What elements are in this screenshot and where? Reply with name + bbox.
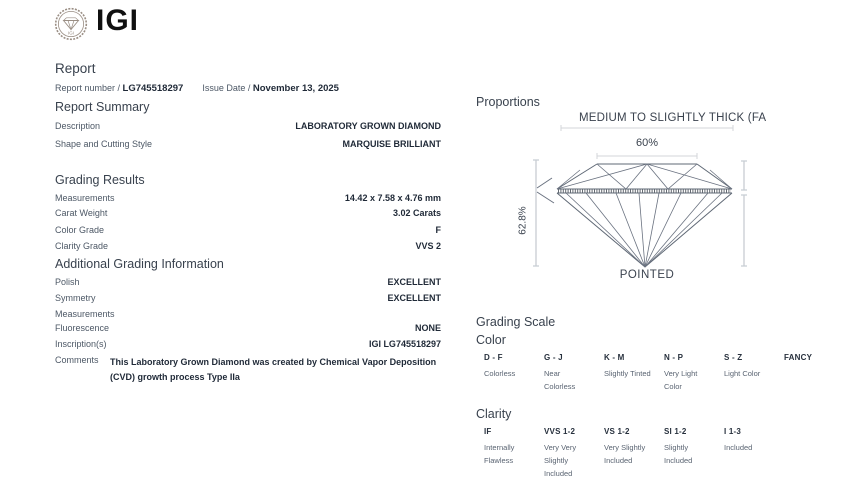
row-value: VVS 2	[415, 241, 441, 251]
color-scale-item: G - J Near Colorless	[544, 353, 604, 393]
row-comments: Comments This Laboratory Grown Diamond w…	[55, 355, 443, 385]
row-label: Symmetry	[55, 293, 96, 303]
issue-date-label: Issue Date /	[202, 83, 251, 93]
row-polish: Polish EXCELLENT	[55, 277, 441, 287]
row-label: Shape and Cutting Style	[55, 139, 153, 149]
row-label: Carat Weight	[55, 208, 108, 218]
clarity-grade-range: I 1-3	[724, 427, 742, 436]
row-value: EXCELLENT	[387, 277, 441, 287]
color-grade-range: G - J	[544, 353, 563, 362]
clarity-grade-range: SI 1-2	[664, 427, 687, 436]
row-value: LABORATORY GROWN DIAMOND	[295, 121, 441, 131]
page-title: Report	[55, 61, 96, 76]
section-title-grading-results: Grading Results	[55, 173, 145, 187]
seal-text: IGI	[68, 31, 74, 36]
color-scale-item: FANCY	[784, 353, 834, 393]
row-label: Polish	[55, 277, 80, 287]
color-scale-item: K - M Slightly Tinted	[604, 353, 664, 393]
girdle-thickness-label: MEDIUM TO SLIGHTLY THICK (FA	[579, 112, 767, 124]
color-grade-range: FANCY	[784, 353, 813, 362]
report-number-value: LG745518297	[122, 83, 184, 94]
section-title-grading-scale: Grading Scale	[476, 315, 556, 329]
color-grade-desc: Slightly Tinted	[604, 369, 651, 378]
color-grade-desc: Near Colorless	[544, 369, 576, 392]
clarity-grade-desc: Slightly Included	[664, 443, 693, 466]
clarity-scale-item: SI 1-2 Slightly Included	[664, 427, 724, 478]
row-label: Color Grade	[55, 225, 105, 235]
color-scale-item: N - P Very Light Color	[664, 353, 724, 393]
clarity-grade-range: VS 1-2	[604, 427, 630, 436]
clarity-scale-item: IF Internally Flawless	[484, 427, 544, 478]
row-color-grade: Color Grade F	[55, 225, 441, 235]
clarity-scale-item: VS 1-2 Very Slightly Included	[604, 427, 664, 478]
row-label: Measurements	[55, 193, 115, 203]
color-scale-item: S - Z Light Color	[724, 353, 784, 393]
color-grade-desc: Very Light Color	[664, 369, 698, 392]
clarity-grade-desc: Internally Flawless	[484, 443, 515, 466]
culet-label: POINTED	[619, 269, 675, 281]
row-value: 14.42 x 7.58 x 4.76 mm	[344, 193, 441, 203]
subsection-title-clarity: Clarity	[476, 407, 512, 421]
color-grade-range: S - Z	[724, 353, 743, 362]
igi-seal-icon: IGI	[54, 7, 88, 41]
row-value: IGI LG745518297	[368, 339, 441, 349]
row-value: F	[435, 225, 442, 235]
color-scale-item: D - F Colorless	[484, 353, 544, 393]
color-grade-range: K - M	[604, 353, 625, 362]
clarity-grade-range: IF	[484, 427, 492, 436]
row-label: Clarity Grade	[55, 241, 109, 251]
color-grade-range: D - F	[484, 353, 503, 362]
row-clarity-grade: Clarity Grade VVS 2	[55, 241, 441, 251]
section-title-report-summary: Report Summary	[55, 100, 150, 114]
clarity-scale-item: VVS 1-2 Very Very Slightly Included	[544, 427, 604, 478]
row-label: Fluorescence	[55, 323, 110, 333]
row-symmetry: Symmetry EXCELLENT	[55, 293, 441, 303]
row-shape-cutting-style: Shape and Cutting Style MARQUISE BRILLIA…	[55, 139, 441, 149]
table-percentage-label: 60%	[635, 137, 659, 149]
row-measurements: Measurements 14.42 x 7.58 x 4.76 mm	[55, 193, 441, 203]
clarity-scale: IF Internally Flawless VVS 1-2 Very Very…	[484, 427, 784, 478]
color-grade-desc: Colorless	[484, 369, 516, 378]
row-inscriptions: Inscription(s) IGI LG745518297	[55, 339, 441, 349]
row-value: EXCELLENT	[387, 293, 441, 303]
row-value: 3.02 Carats	[392, 208, 441, 218]
clarity-grade-desc: Included	[724, 443, 753, 452]
diamond-profile-drawing	[533, 125, 747, 268]
clarity-grade-desc: Very Very Slightly Included	[544, 443, 577, 478]
proportions-diagram: MEDIUM TO SLIGHTLY THICK (FA 60% 62.8% P…	[476, 110, 836, 292]
report-meta: Report number / LG745518297 Issue Date /…	[55, 83, 339, 94]
issue-date-value: November 13, 2025	[252, 83, 339, 94]
row-value: MARQUISE BRILLIANT	[342, 139, 442, 149]
row-value: NONE	[414, 323, 441, 333]
color-grade-desc: Light Color	[724, 369, 761, 378]
proportions-column: Proportions	[476, 0, 860, 478]
clarity-scale-item: I 1-3 Included	[724, 427, 784, 478]
row-description: Description LABORATORY GROWN DIAMOND	[55, 121, 441, 131]
report-details-column: Report Report number / LG745518297 Issue…	[55, 58, 441, 468]
row-measurements-additional: Measurements	[55, 309, 441, 319]
row-fluorescence: Fluorescence NONE	[55, 323, 441, 333]
section-title-additional-grading-information: Additional Grading Information	[55, 257, 224, 271]
row-label: Description	[55, 121, 101, 131]
color-grade-range: N - P	[664, 353, 684, 362]
depth-percentage-label: 62.8%	[517, 206, 529, 235]
color-scale: D - F Colorless G - J Near Colorless K -…	[484, 353, 834, 393]
row-carat-weight: Carat Weight 3.02 Carats	[55, 208, 441, 218]
clarity-grade-range: VVS 1-2	[544, 427, 576, 436]
section-title-proportions: Proportions	[476, 95, 540, 109]
subsection-title-color: Color	[476, 333, 506, 347]
row-label: Inscription(s)	[55, 339, 107, 349]
row-label: Measurements	[55, 309, 115, 319]
comments-text: This Laboratory Grown Diamond was create…	[110, 357, 437, 382]
igi-logo-text: IGI	[96, 4, 140, 37]
comments-label: Comments	[55, 355, 99, 365]
clarity-grade-desc: Very Slightly Included	[604, 443, 646, 466]
report-number-label: Report number /	[55, 83, 121, 93]
